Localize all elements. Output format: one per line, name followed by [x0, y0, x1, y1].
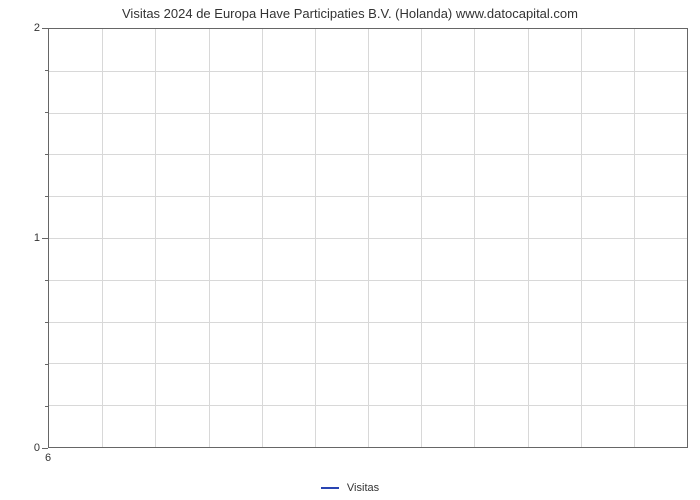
y-axis-label: 2 — [34, 22, 40, 34]
y-tick-minor — [45, 280, 48, 281]
grid-line-v — [209, 29, 210, 447]
grid-line-v — [421, 29, 422, 447]
y-tick-minor — [45, 322, 48, 323]
y-tick-major — [42, 448, 48, 449]
plot-area — [48, 28, 688, 448]
grid-line-v — [474, 29, 475, 447]
grid-line-v — [102, 29, 103, 447]
grid-line-v — [368, 29, 369, 447]
grid-line-v — [315, 29, 316, 447]
y-tick-major — [42, 28, 48, 29]
y-tick-minor — [45, 70, 48, 71]
y-tick-minor — [45, 406, 48, 407]
y-axis-label: 0 — [34, 442, 40, 454]
y-tick-major — [42, 238, 48, 239]
grid-line-v — [155, 29, 156, 447]
chart-container: Visitas 2024 de Europa Have Participatie… — [0, 0, 700, 500]
y-tick-minor — [45, 154, 48, 155]
y-tick-minor — [45, 112, 48, 113]
legend-swatch — [321, 487, 339, 489]
y-tick-minor — [45, 364, 48, 365]
chart-title: Visitas 2024 de Europa Have Participatie… — [0, 6, 700, 21]
y-tick-minor — [45, 196, 48, 197]
legend-label: Visitas — [347, 482, 379, 494]
x-axis-label: 6 — [45, 452, 51, 464]
legend: Visitas — [0, 482, 700, 494]
y-axis-label: 1 — [34, 232, 40, 244]
grid-line-v — [581, 29, 582, 447]
grid-line-v — [262, 29, 263, 447]
grid-line-v — [634, 29, 635, 447]
grid-line-v — [528, 29, 529, 447]
